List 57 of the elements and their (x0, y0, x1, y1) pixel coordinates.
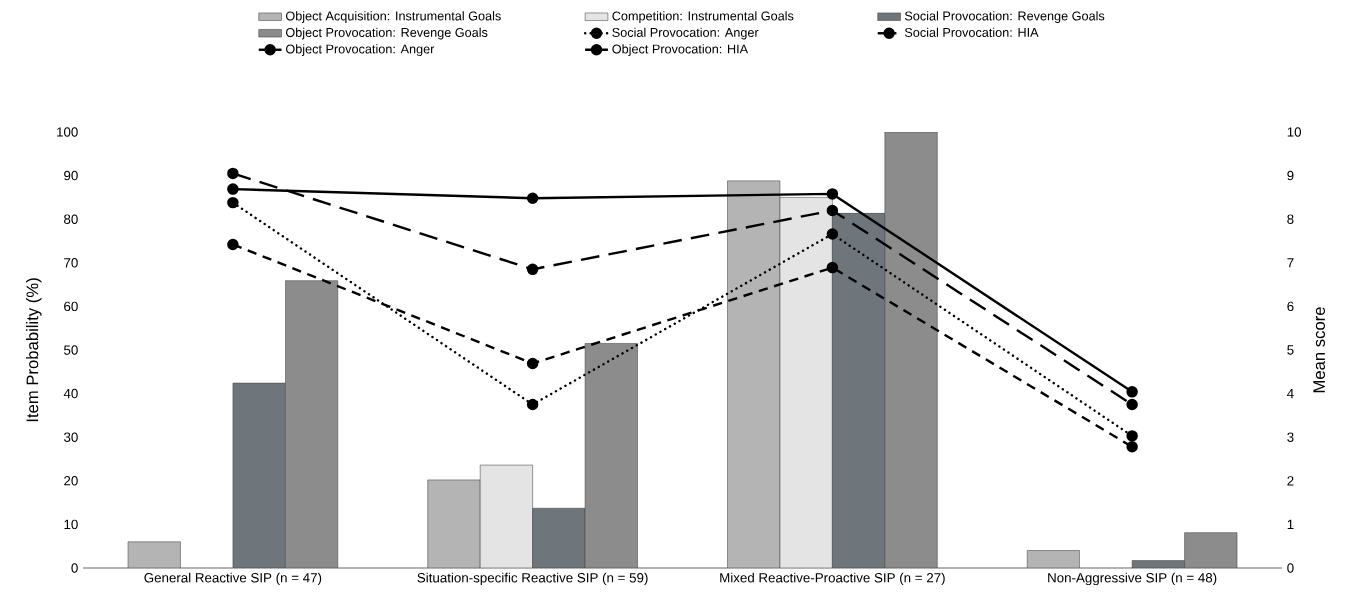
legend-label: Object Provocation: Revenge Goals (285, 27, 488, 40)
x-tick-label: Situation-specific Reactive SIP (n = 59) (417, 572, 648, 586)
y-tick-label: 60 (64, 301, 78, 312)
legend-label: Object Provocation: Anger (285, 44, 435, 56)
bar (232, 382, 286, 568)
point (227, 238, 239, 251)
y-tick-label: 10 (64, 519, 78, 530)
y2-tick-label: 1 (1287, 519, 1294, 529)
point (1126, 386, 1138, 398)
y2-tick-label: 7 (1287, 258, 1294, 268)
point (526, 398, 539, 411)
y-tick-label: 20 (64, 476, 78, 486)
y-tick-label: 90 (64, 170, 78, 181)
bar (532, 507, 586, 568)
legend-label: Social Provocation: HIA (904, 27, 1039, 37)
y2-tick-label: 3 (1287, 432, 1294, 442)
y2-axis-title: Mean score (1313, 307, 1325, 393)
point (826, 261, 839, 274)
y2-tick-label: 2 (1287, 476, 1294, 486)
point (227, 196, 239, 209)
y-tick-label: 30 (63, 432, 78, 442)
point (1126, 430, 1138, 442)
point (227, 167, 239, 180)
y2-tick-label: 4 (1287, 388, 1294, 399)
y2-tick-label: 0 (1287, 563, 1294, 573)
legend-label: Competition: Instrumental Goals (612, 11, 794, 23)
x-tick-label: Non-Aggressive SIP (n = 48) (1048, 572, 1217, 586)
y-tick-label: 0 (71, 563, 78, 573)
point (526, 357, 539, 370)
y2-tick-label: 5 (1287, 345, 1294, 355)
point (826, 228, 839, 240)
y-tick-label: 80 (64, 214, 78, 224)
point (526, 192, 539, 204)
bar (832, 212, 886, 568)
y-tick-label: 40 (63, 388, 78, 399)
legend-label: Social Provocation: Anger (612, 27, 759, 40)
y2-tick-label: 8 (1287, 214, 1294, 224)
point (1126, 441, 1138, 453)
y2-tick-label: 6 (1287, 301, 1294, 312)
y-axis-title: Item Probability (%) (26, 278, 42, 422)
bar (479, 464, 533, 568)
point (826, 204, 839, 217)
legend-label: Social Provocation: Revenge Goals (904, 11, 1105, 23)
y-tick-label: 70 (64, 258, 78, 268)
y2-tick-label: 9 (1287, 170, 1294, 181)
bar (779, 197, 833, 568)
point (227, 183, 239, 195)
y2-tick-label: 10 (1287, 127, 1302, 137)
x-tick-label: General Reactive SIP (n = 47) (144, 572, 322, 586)
point (1126, 398, 1138, 411)
legend-label: Object Acquisition: Instrumental Goals (285, 11, 501, 23)
point (526, 263, 539, 276)
legend-label: Object Provocation: HIA (612, 44, 749, 56)
y-tick-label: 50 (64, 345, 78, 355)
point (826, 188, 839, 200)
y-tick-label: 100 (57, 127, 78, 137)
x-tick-label: Mixed Reactive-Proactive SIP (n = 27) (720, 572, 945, 586)
